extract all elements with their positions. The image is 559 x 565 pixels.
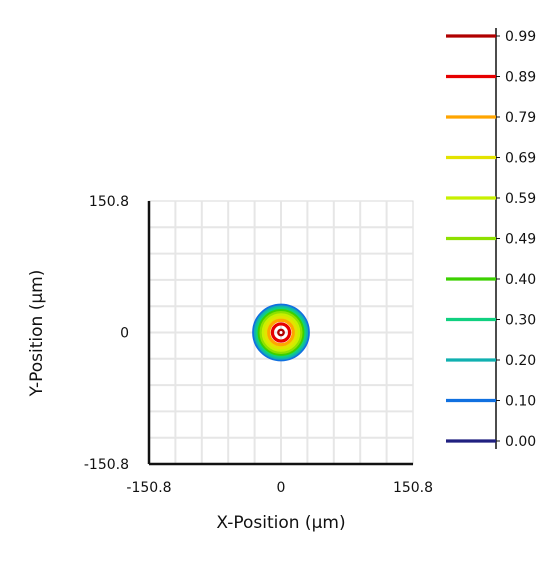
color-legend: 0.99 0.89 0.79 0.69 0.59 0.49 0.40 0.30 0.20 0.10… — [446, 28, 536, 450]
contour-ring — [253, 305, 309, 360]
y-tick-label: 0 — [120, 326, 129, 342]
contour-peak — [279, 331, 283, 334]
legend-label: 0.59 — [505, 191, 536, 207]
x-tick-label: 0 — [277, 480, 286, 496]
contour-ring — [264, 315, 298, 350]
contour-ring — [255, 307, 307, 358]
legend-label: 0.99 — [505, 29, 536, 45]
contour-ring — [270, 322, 292, 343]
y-tick-label: 150.8 — [89, 194, 129, 210]
contour-ring — [277, 328, 285, 337]
y-tick-label: -150.8 — [84, 457, 129, 473]
legend-label: 0.69 — [505, 151, 536, 167]
legend-label: 0.49 — [505, 232, 536, 248]
legend-label: 0.89 — [505, 70, 536, 86]
contour-ring — [252, 303, 310, 362]
tick-labels: -150.8 0 150.8 150.8 0 -150.8 — [84, 194, 433, 496]
plot-grid — [148, 200, 414, 465]
x-tick-label: 150.8 — [393, 480, 433, 496]
plot-axes — [147, 201, 413, 466]
contour-ring — [261, 313, 301, 352]
legend-label: 0.00 — [505, 434, 536, 450]
x-tick-label: -150.8 — [126, 480, 171, 496]
legend-label: 0.20 — [505, 353, 536, 369]
legend-label: 0.40 — [505, 272, 536, 288]
legend-label: 0.30 — [505, 313, 536, 329]
x-axis-label: X-Position (µm) — [216, 513, 345, 533]
contour-ring — [267, 318, 295, 347]
y-axis-label: Y-Position (µm) — [27, 270, 47, 398]
contour-ring — [259, 310, 303, 355]
legend-label: 0.10 — [505, 394, 536, 410]
legend-label: 0.79 — [505, 110, 536, 126]
contour-spot — [252, 303, 310, 362]
contour-ring — [257, 309, 305, 356]
